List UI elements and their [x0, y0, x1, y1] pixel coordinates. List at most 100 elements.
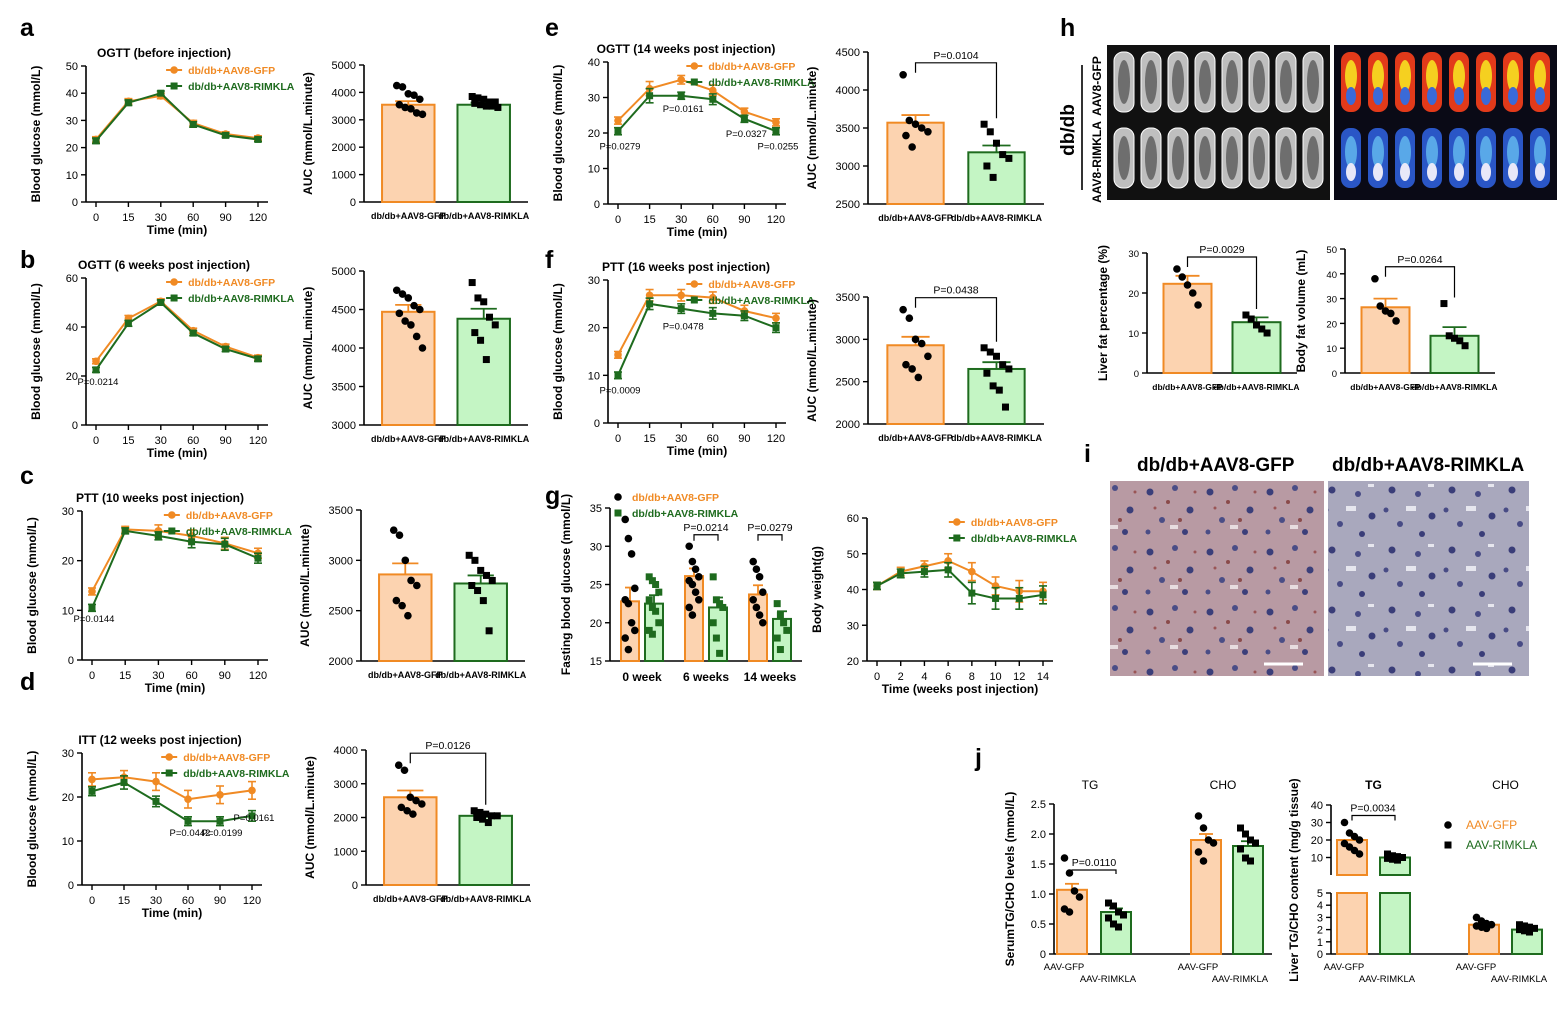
data-dot [412, 109, 421, 117]
p-value-annotation: P=0.0144 [74, 614, 115, 625]
panel-label-b: b [20, 246, 36, 274]
y-tick-label: 1000 [334, 846, 358, 858]
y-tick-label: 1 [1317, 937, 1323, 949]
y-tick-label: 1.0 [1031, 889, 1046, 901]
data-dot [413, 581, 421, 590]
y-tick-label: 3000 [332, 115, 356, 127]
data-dot [1355, 836, 1364, 844]
significance-bracket [757, 534, 783, 541]
data-dot [392, 596, 401, 605]
data-dot [418, 800, 426, 808]
p-value-label: P=0.0126 [425, 740, 470, 752]
group-title: TG [1082, 778, 1099, 792]
y-tick-label: 3000 [836, 334, 860, 346]
data-dot [482, 102, 490, 110]
bar-chart-1: 0 1000 2000 3000 4000 5000 AUC (mmol/L.minute)… [301, 60, 530, 221]
p-value-annotation: P=0.0161 [663, 104, 704, 115]
y-tick-label: 4 [1317, 900, 1323, 912]
data-point [614, 116, 622, 125]
data-dot [410, 301, 418, 310]
data-dot [709, 619, 717, 627]
y-axis-label: Blood glucose (mmol/L) [551, 283, 565, 420]
data-dot [1183, 281, 1192, 289]
mri-organ-shadow [1145, 60, 1157, 104]
x-tick-label: 12 [1013, 671, 1025, 683]
mri-heatmap-spot [1454, 87, 1464, 105]
x-tick-label: 0 [874, 671, 880, 683]
series-line [617, 94, 777, 133]
data-point [222, 131, 230, 139]
y-tick-label: 30 [847, 620, 859, 632]
data-dot [468, 582, 476, 589]
data-dot [655, 619, 663, 627]
data-dot [485, 313, 493, 321]
data-dot [407, 321, 415, 329]
data-dot [1188, 289, 1197, 297]
data-dot [1482, 924, 1491, 933]
bar-chart-6: 2000 2500 3000 3500 AUC (mmol/L.minute) db/db… [805, 285, 1044, 443]
data-dot [401, 556, 410, 565]
bar [453, 582, 508, 663]
x-tick-label: 30 [155, 212, 167, 224]
data-dot [995, 386, 1003, 394]
data-dot [1399, 854, 1406, 861]
p-value-label: P=0.0029 [1199, 244, 1244, 256]
y-tick-label: 3000 [332, 420, 356, 432]
y-tick-label: 30 [1128, 249, 1139, 260]
data-point [772, 324, 780, 332]
data-dot [487, 812, 495, 820]
data-dot [474, 294, 482, 302]
y-tick-label: 0 [72, 197, 78, 209]
data-dot [1065, 908, 1074, 916]
bar [381, 310, 436, 426]
y-tick-label: 30 [62, 748, 74, 760]
data-point [614, 351, 622, 359]
data-dot [1199, 857, 1208, 865]
category-label: AAV-RIMKLA [1491, 974, 1548, 985]
data-dot [476, 808, 484, 816]
data-dot [1247, 836, 1254, 844]
legend-marker [953, 518, 961, 526]
series-line [91, 529, 259, 609]
category-label: db/db+AAV8-RIMKLA [1411, 382, 1497, 392]
y-tick-label: 30 [588, 275, 600, 287]
data-dot [1194, 848, 1203, 856]
x-axis-label: Time (min) [142, 906, 202, 920]
data-point [873, 582, 881, 590]
data-dot [1521, 922, 1528, 930]
y-tick-label: 10 [62, 836, 74, 848]
data-dot [409, 810, 417, 818]
legend-label: db/db+AAV8-GFP [183, 752, 270, 764]
data-dot [992, 352, 1000, 360]
data-dot [482, 356, 490, 364]
mri-panel: db/db AAV8-GFP AAV8-RIMKLA [1058, 45, 1557, 203]
mri-heatmap-core [1507, 136, 1519, 168]
legend-label: db/db+AAV8-RIMKLA [188, 81, 295, 93]
data-dot [695, 596, 703, 604]
y-tick-label: 20 [588, 128, 600, 140]
data-dot [485, 627, 493, 635]
data-dot [493, 812, 501, 820]
significance-bracket [409, 752, 487, 805]
y-tick-label: 20 [1311, 835, 1323, 847]
mri-heatmap-core [1453, 60, 1465, 92]
data-dot [404, 611, 412, 620]
data-dot [416, 305, 424, 314]
data-point [897, 569, 905, 577]
legend-marker [690, 78, 698, 86]
mri-heatmap-spot [1346, 87, 1356, 105]
y-tick-label: 10 [66, 170, 78, 182]
x-tick-label: 120 [767, 433, 785, 445]
data-dot [1110, 920, 1117, 928]
bar-chart-7: 0 10 20 30 Liver fat percentage (%) db/db+AAV… [1096, 244, 1300, 392]
series-line [617, 302, 777, 376]
data-dot [1340, 818, 1349, 827]
data-dot [691, 565, 700, 573]
y-tick-label: 40 [1326, 270, 1337, 281]
data-dot [1384, 850, 1391, 858]
mri-heatmap-core [1534, 136, 1546, 168]
data-dot [1242, 830, 1249, 838]
legend-marker [690, 296, 698, 304]
x-tick-label: 90 [738, 433, 750, 445]
y-tick-label: 4000 [332, 343, 356, 355]
